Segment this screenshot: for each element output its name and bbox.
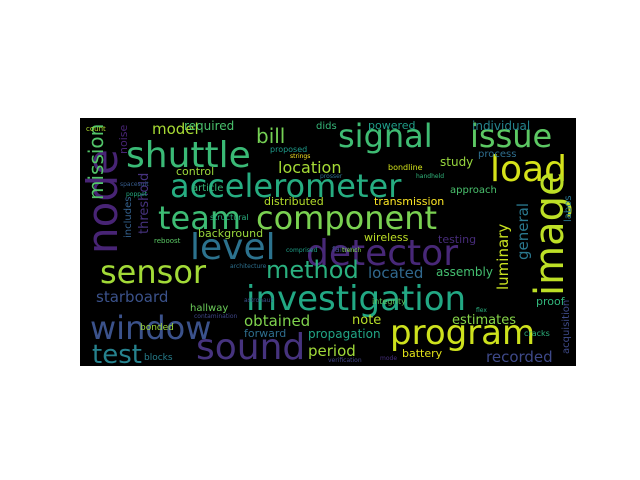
word-cloud: signal issue shuttle node accelerometer …	[80, 118, 576, 366]
word-count: count	[86, 125, 106, 133]
word-reboost: reboost	[154, 237, 181, 245]
word-bill: bill	[256, 124, 286, 148]
word-transmission: transmission	[374, 195, 445, 208]
word-distributed: distributed	[264, 195, 324, 208]
word-includes: includes	[123, 196, 134, 238]
word-mission: mission	[84, 123, 108, 200]
word-spacesuit: spacesuit	[120, 181, 149, 188]
word-individual: individual	[472, 119, 531, 133]
word-bondline: bondline	[388, 163, 423, 172]
word-estimates: estimates	[452, 313, 516, 328]
word-mode: mode	[380, 355, 398, 362]
word-located: located	[368, 264, 424, 282]
word-starboard: starboard	[96, 288, 169, 306]
word-noise: noise	[117, 124, 130, 154]
word-method: method	[266, 256, 359, 284]
word-cracks: cracks	[524, 329, 550, 338]
word-propagation: propagation	[308, 327, 381, 341]
word-window: window	[90, 309, 212, 347]
word-approach: approach	[450, 185, 497, 196]
word-luminary: luminary	[494, 223, 512, 290]
word-prosser: prosser	[320, 173, 343, 180]
word-hallway: hallway	[190, 303, 229, 314]
word-handheld: handheld	[416, 173, 445, 180]
word-wireless: wireless	[364, 231, 409, 244]
word-required: required	[184, 119, 235, 133]
word-assembly: assembly	[436, 265, 493, 279]
word-team: team	[158, 199, 242, 237]
word-article: article	[192, 183, 224, 194]
word-verification: verification	[328, 357, 362, 364]
word-labos: labos	[563, 195, 574, 222]
word-bonded: bonded	[140, 323, 174, 333]
word-shuttle: shuttle	[126, 135, 251, 176]
word-strings: strings	[290, 153, 311, 160]
word-flex: flex	[476, 307, 487, 314]
word-level: level	[190, 227, 276, 268]
word-signal: signal	[338, 118, 433, 155]
word-battery: battery	[402, 347, 443, 360]
word-obtained: obtained	[244, 312, 311, 330]
word-background: background	[198, 227, 264, 240]
word-period: period	[308, 342, 356, 360]
word-structural: structural	[210, 213, 249, 222]
word-proof: proof	[536, 295, 565, 308]
word-blocks: blocks	[144, 353, 173, 363]
word-sensor: sensor	[100, 253, 207, 291]
word-issue: issue	[470, 118, 553, 155]
word-architecture: architecture	[230, 263, 267, 270]
word-testing: testing	[438, 233, 477, 246]
word-astronaut: astronaut	[244, 297, 273, 304]
word-failure: failure	[332, 245, 358, 254]
word-trench: trench	[342, 247, 362, 254]
word-detector: detector	[306, 233, 458, 274]
word-component: component	[256, 199, 438, 237]
word-poppet: poppet	[126, 191, 148, 198]
word-accelerometer: accelerometer	[170, 167, 402, 205]
word-comprised: comprised	[286, 247, 318, 254]
word-integrity: integrity	[372, 297, 406, 306]
word-proposed: proposed	[270, 145, 308, 154]
word-recorded: recorded	[486, 348, 553, 366]
word-model: model	[152, 120, 199, 138]
word-study: study	[440, 155, 474, 169]
word-location: location	[278, 158, 342, 177]
word-note: note	[352, 313, 382, 328]
word-test: test	[92, 340, 142, 366]
word-sound: sound	[196, 327, 306, 366]
word-control: control	[176, 165, 215, 178]
word-program: program	[390, 313, 536, 353]
word-contamination: contamination	[194, 313, 238, 320]
word-image: image	[527, 171, 573, 296]
word-dids: dids	[316, 121, 337, 132]
word-load: load	[490, 149, 567, 190]
word-general: general	[514, 202, 532, 260]
word-process: process	[478, 149, 517, 160]
word-investigation: investigation	[246, 279, 467, 319]
word-powered: powered	[368, 119, 416, 132]
word-forward: forward	[244, 327, 287, 340]
